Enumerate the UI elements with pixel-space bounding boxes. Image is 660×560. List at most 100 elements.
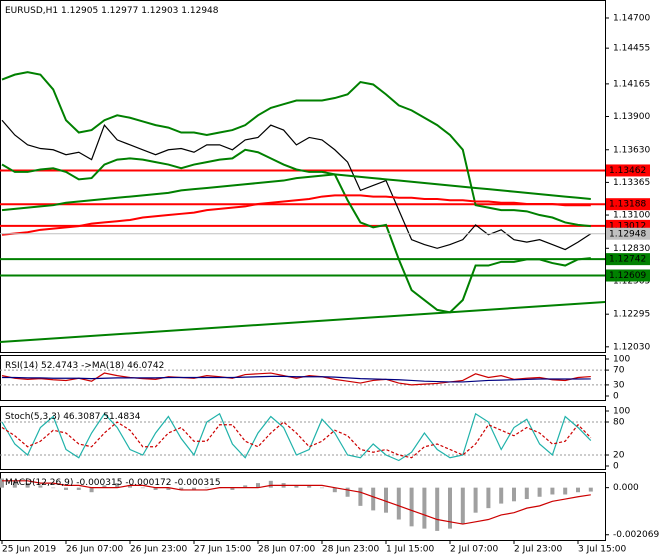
y-tick-label: 1.12295 bbox=[613, 310, 650, 320]
x-tick-label: 2 Jul 07:00 bbox=[450, 545, 499, 555]
histogram-bar bbox=[64, 487, 68, 490]
ohlc-value: 1.12905 bbox=[61, 6, 98, 16]
series-last-value: -0.000315 bbox=[174, 478, 220, 488]
histogram-bar bbox=[396, 487, 401, 520]
series-last-value: -0.000315 bbox=[76, 478, 122, 488]
histogram-bar bbox=[268, 480, 273, 488]
histogram-bar bbox=[76, 487, 81, 490]
level-label: 1.13462 bbox=[609, 166, 646, 176]
histogram-bar bbox=[486, 487, 491, 509]
y-tick-label: 0 bbox=[613, 462, 619, 472]
histogram-bar bbox=[179, 487, 184, 490]
level-tag bbox=[606, 164, 650, 177]
level-tag bbox=[606, 269, 650, 282]
histogram-bar bbox=[294, 485, 299, 488]
current-price-label: 1.12948 bbox=[609, 229, 646, 239]
histogram-bar bbox=[140, 487, 145, 489]
series-last-value: 46.0742 bbox=[127, 361, 164, 371]
y-tick-label: 30 bbox=[613, 380, 625, 390]
x-tick-label: 26 Jun 23:00 bbox=[130, 545, 187, 555]
histogram-bar bbox=[0, 478, 4, 488]
pane-header: EURUSD,H1 1.12905 1.12977 1.12903 1.1294… bbox=[5, 6, 219, 16]
histogram-bar bbox=[550, 487, 555, 495]
y-tick-label: 1.14455 bbox=[613, 44, 650, 54]
pane-frame bbox=[0, 472, 606, 541]
ohlc-value: 1.12977 bbox=[101, 6, 138, 16]
histogram-bar bbox=[422, 487, 427, 529]
series-last-value: 52.4743 bbox=[41, 361, 78, 371]
y-tick-label: 80 bbox=[613, 418, 625, 428]
histogram-bar bbox=[358, 487, 363, 506]
histogram-bar bbox=[307, 485, 312, 488]
series-line bbox=[1, 421, 592, 459]
histogram-bar bbox=[192, 487, 196, 490]
level-tag bbox=[606, 253, 650, 266]
y-tick-label: 1.12030 bbox=[613, 342, 650, 352]
histogram-bar bbox=[38, 485, 43, 488]
histogram-bar bbox=[102, 485, 107, 488]
histogram-bar bbox=[128, 485, 132, 488]
histogram-bar bbox=[345, 487, 350, 497]
series-line bbox=[1, 119, 592, 251]
series-line bbox=[1, 148, 591, 314]
series-last-value: -0.000172 bbox=[125, 478, 171, 488]
histogram-bar bbox=[409, 487, 414, 527]
histogram-bar bbox=[115, 483, 120, 488]
series-last-value: 51.4834 bbox=[103, 412, 140, 422]
y-tick-label: 1.13630 bbox=[613, 145, 650, 155]
pane-header: RSI(14) 52.4743 ->MA(18) 46.0742 bbox=[5, 361, 164, 371]
histogram-bar bbox=[588, 487, 593, 492]
ohlc-value: 1.12903 bbox=[141, 6, 178, 16]
histogram-bar bbox=[166, 487, 171, 490]
histogram-bar bbox=[12, 480, 17, 488]
histogram-bar bbox=[473, 487, 478, 513]
x-tick-label: 26 Jun 07:00 bbox=[66, 545, 123, 555]
series-last-value: 46.3087 bbox=[63, 412, 100, 422]
histogram-bar bbox=[153, 487, 158, 490]
x-tick-label: 28 Jun 23:00 bbox=[322, 545, 379, 555]
y-tick-label: 0.000 bbox=[613, 483, 639, 493]
level-label: 1.12742 bbox=[609, 255, 646, 265]
series-line bbox=[1, 173, 591, 212]
x-tick-label: 3 Jul 15:00 bbox=[578, 545, 627, 555]
pane-title: EURUSD,H1 bbox=[5, 6, 58, 16]
histogram-bar bbox=[371, 487, 376, 511]
histogram-bar bbox=[89, 487, 94, 493]
series-line bbox=[1, 71, 591, 228]
pane-frame bbox=[0, 355, 606, 401]
pane-frame bbox=[0, 0, 606, 353]
series-line bbox=[2, 480, 591, 525]
histogram-bar bbox=[332, 487, 337, 493]
x-tick-label: 25 Jun 2019 bbox=[2, 545, 56, 555]
histogram-bar bbox=[25, 483, 30, 488]
series-name: ->MA(18) bbox=[81, 361, 124, 371]
y-tick-label: 0 bbox=[613, 392, 619, 402]
ohlc-value: 1.12948 bbox=[181, 6, 218, 16]
histogram-bar bbox=[435, 487, 440, 531]
pane-title: Stoch(5,3,3) bbox=[5, 412, 60, 422]
x-tick-label: 28 Jun 07:00 bbox=[258, 545, 315, 555]
x-tick-label: 1 Jul 15:00 bbox=[386, 545, 435, 555]
y-tick-label: 1.14165 bbox=[613, 79, 650, 89]
y-tick-label: 1.14700 bbox=[613, 13, 650, 23]
y-tick-label: -0.002069 bbox=[613, 530, 659, 540]
histogram-bar bbox=[576, 487, 580, 493]
pane-title: RSI(14) bbox=[5, 361, 38, 371]
level-label: 1.13188 bbox=[609, 200, 646, 210]
y-tick-label: 1.13900 bbox=[613, 112, 650, 122]
series-line bbox=[1, 412, 592, 462]
series-line bbox=[2, 375, 591, 383]
histogram-bar bbox=[51, 487, 56, 489]
pane-frame bbox=[0, 406, 606, 470]
level-tag bbox=[606, 198, 650, 211]
histogram-bar bbox=[448, 487, 452, 529]
x-tick-label: 27 Jun 15:00 bbox=[194, 545, 251, 555]
histogram-bar bbox=[230, 487, 235, 490]
y-tick-label: 20 bbox=[613, 451, 625, 461]
histogram-bar bbox=[512, 487, 516, 502]
histogram-bar bbox=[524, 487, 529, 500]
y-tick-label: 70 bbox=[613, 366, 625, 376]
level-label: 1.13012 bbox=[609, 221, 646, 231]
current-price-tag bbox=[606, 227, 650, 240]
pane-header: MACD(12,26,9) -0.000315 -0.000172 -0.000… bbox=[5, 478, 221, 488]
